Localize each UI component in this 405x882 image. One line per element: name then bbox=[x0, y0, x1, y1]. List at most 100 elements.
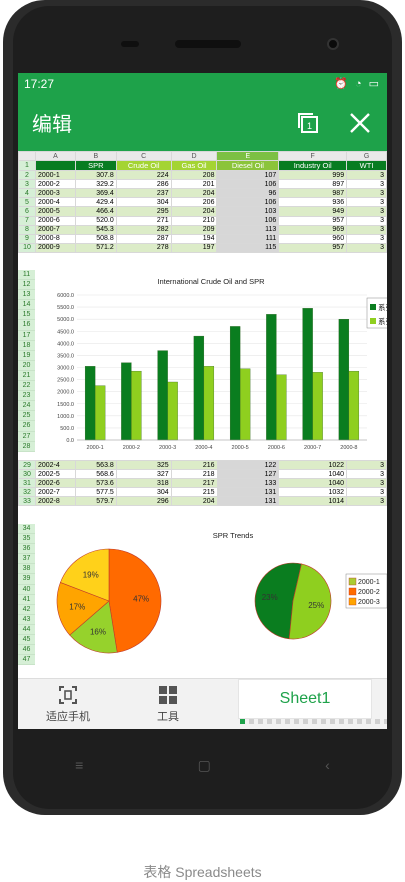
table-cell[interactable]: 131 bbox=[216, 496, 280, 507]
row-header[interactable]: 8 bbox=[18, 224, 36, 235]
table-cell[interactable]: 131 bbox=[216, 487, 280, 498]
row-header[interactable]: 35 bbox=[18, 534, 35, 545]
header-cell[interactable]: Crude Oil bbox=[115, 160, 172, 172]
table-cell[interactable]: 1032 bbox=[278, 487, 348, 498]
table-cell[interactable]: 3 bbox=[346, 170, 387, 181]
table-cell[interactable]: 3 bbox=[346, 469, 387, 480]
row-header[interactable]: 37 bbox=[18, 554, 35, 565]
table-cell[interactable]: 957 bbox=[278, 242, 348, 253]
table-row[interactable]: 10 2000-9 571.2 278 197 115 957 3 bbox=[18, 242, 387, 253]
table-cell[interactable]: 960 bbox=[278, 233, 348, 244]
table-cell[interactable]: 318 bbox=[115, 478, 172, 489]
table-cell[interactable]: 282 bbox=[115, 224, 172, 235]
table-cell[interactable]: 286 bbox=[115, 179, 172, 190]
column-header[interactable]: A bbox=[34, 151, 76, 162]
table-cell[interactable]: 429.4 bbox=[74, 197, 117, 208]
table-cell[interactable]: 2000-3 bbox=[34, 188, 76, 199]
table-cell[interactable]: 201 bbox=[170, 179, 218, 190]
table-cell[interactable]: 224 bbox=[115, 170, 172, 181]
table-cell[interactable]: 307.8 bbox=[74, 170, 117, 181]
table-cell[interactable]: 957 bbox=[278, 215, 348, 226]
column-header[interactable]: E bbox=[216, 151, 280, 162]
table-cell[interactable]: 106 bbox=[216, 215, 280, 226]
table-cell[interactable]: 936 bbox=[278, 197, 348, 208]
table-row[interactable]: 7 2000-6 520.0 271 210 106 957 3 bbox=[18, 215, 387, 226]
table-cell[interactable]: 2000-1 bbox=[34, 170, 76, 181]
header-cell[interactable]: Gas Oil bbox=[170, 160, 218, 172]
table-cell[interactable]: 295 bbox=[115, 206, 172, 217]
table-cell[interactable]: 127 bbox=[216, 469, 280, 480]
table-cell[interactable]: 115 bbox=[216, 242, 280, 253]
table-cell[interactable]: 122 bbox=[216, 459, 280, 471]
table-cell[interactable]: 3 bbox=[346, 224, 387, 235]
table-cell[interactable]: 577.5 bbox=[74, 487, 117, 498]
row-header[interactable]: 26 bbox=[18, 421, 35, 432]
header-cell[interactable] bbox=[34, 160, 76, 172]
table-row[interactable]: 3 2000-2 329.2 286 201 106 897 3 bbox=[18, 179, 387, 190]
row-header[interactable]: 18 bbox=[18, 340, 35, 351]
table-cell[interactable]: 103 bbox=[216, 206, 280, 217]
menu-icon[interactable]: ≡ bbox=[75, 757, 84, 773]
fit-phone-button[interactable]: 适应手机 bbox=[18, 679, 118, 729]
table-cell[interactable]: 3 bbox=[346, 197, 387, 208]
table-cell[interactable]: 579.7 bbox=[74, 496, 117, 507]
table-cell[interactable]: 329.2 bbox=[74, 179, 117, 190]
table-cell[interactable]: 133 bbox=[216, 478, 280, 489]
row-header[interactable]: 43 bbox=[18, 614, 35, 625]
row-header[interactable]: 24 bbox=[18, 401, 35, 412]
table-cell[interactable]: 237 bbox=[115, 188, 172, 199]
header-cell[interactable]: WTI bbox=[346, 160, 387, 172]
table-cell[interactable]: 2000-8 bbox=[34, 233, 76, 244]
row-header[interactable]: 28 bbox=[18, 441, 35, 452]
table-cell[interactable]: 573.6 bbox=[74, 478, 117, 489]
column-header[interactable]: G bbox=[346, 151, 387, 162]
table-cell[interactable]: 304 bbox=[115, 197, 172, 208]
table-cell[interactable]: 208 bbox=[170, 170, 218, 181]
row-header[interactable]: 42 bbox=[18, 604, 35, 615]
spreadsheet-area[interactable]: A B C D E F G 1 SPR Crude Oil Gas Oil Diesel Oil Ind… bbox=[18, 151, 387, 679]
table-cell[interactable]: 2002-6 bbox=[34, 478, 76, 489]
table-cell[interactable]: 218 bbox=[170, 469, 218, 480]
row-header[interactable]: 29 bbox=[18, 459, 36, 471]
table-cell[interactable]: 325 bbox=[115, 459, 172, 471]
row-header[interactable]: 46 bbox=[18, 645, 35, 656]
table-cell[interactable]: 204 bbox=[170, 188, 218, 199]
table-cell[interactable]: 3 bbox=[346, 478, 387, 489]
table-cell[interactable]: 2002-7 bbox=[34, 487, 76, 498]
table-cell[interactable]: 563.8 bbox=[74, 459, 117, 471]
table-cell[interactable]: 206 bbox=[170, 197, 218, 208]
table-cell[interactable]: 2000-9 bbox=[34, 242, 76, 253]
header-cell[interactable]: Industry Oil bbox=[278, 160, 348, 172]
table-cell[interactable]: 106 bbox=[216, 179, 280, 190]
column-header[interactable]: F bbox=[278, 151, 348, 162]
table-cell[interactable]: 969 bbox=[278, 224, 348, 235]
table-cell[interactable]: 999 bbox=[278, 170, 348, 181]
table-row[interactable]: 4 2000-3 369.4 237 204 96 987 3 bbox=[18, 188, 387, 199]
sheet-grid-lower[interactable]: 29 2002-4 563.8 325 216 122 1022 3 30 2002-5 568.6… bbox=[18, 459, 387, 507]
row-header[interactable]: 15 bbox=[18, 310, 35, 321]
table-cell[interactable]: 210 bbox=[170, 215, 218, 226]
row-header[interactable]: 32 bbox=[18, 487, 36, 498]
table-cell[interactable]: 304 bbox=[115, 487, 172, 498]
table-cell[interactable]: 2000-6 bbox=[34, 215, 76, 226]
table-row[interactable]: 32 2002-7 577.5 304 215 131 1032 3 bbox=[18, 487, 387, 498]
table-cell[interactable]: 987 bbox=[278, 188, 348, 199]
table-cell[interactable]: 271 bbox=[115, 215, 172, 226]
header-cell[interactable]: SPR bbox=[74, 160, 117, 172]
table-row[interactable]: 31 2002-6 573.6 318 217 133 1040 3 bbox=[18, 478, 387, 489]
row-header[interactable]: 25 bbox=[18, 411, 35, 422]
table-cell[interactable]: 545.3 bbox=[74, 224, 117, 235]
table-cell[interactable]: 2000-2 bbox=[34, 179, 76, 190]
pie-chart-panel[interactable]: SPR Trends 47% 16% 17% 19% 23% 25% 2000-1 2000-2… bbox=[35, 524, 387, 659]
row-header[interactable]: 2 bbox=[18, 170, 36, 181]
table-row[interactable]: 9 2000-8 508.8 287 194 111 960 3 bbox=[18, 233, 387, 244]
table-cell[interactable]: 1040 bbox=[278, 478, 348, 489]
table-row[interactable]: 2 2000-1 307.8 224 208 107 999 3 bbox=[18, 170, 387, 181]
table-cell[interactable]: 96 bbox=[216, 188, 280, 199]
close-button[interactable] bbox=[347, 110, 373, 136]
table-cell[interactable]: 197 bbox=[170, 242, 218, 253]
column-header[interactable]: C bbox=[115, 151, 172, 162]
row-header[interactable]: 5 bbox=[18, 197, 36, 208]
row-header[interactable]: 22 bbox=[18, 381, 35, 392]
row-header[interactable]: 39 bbox=[18, 574, 35, 585]
